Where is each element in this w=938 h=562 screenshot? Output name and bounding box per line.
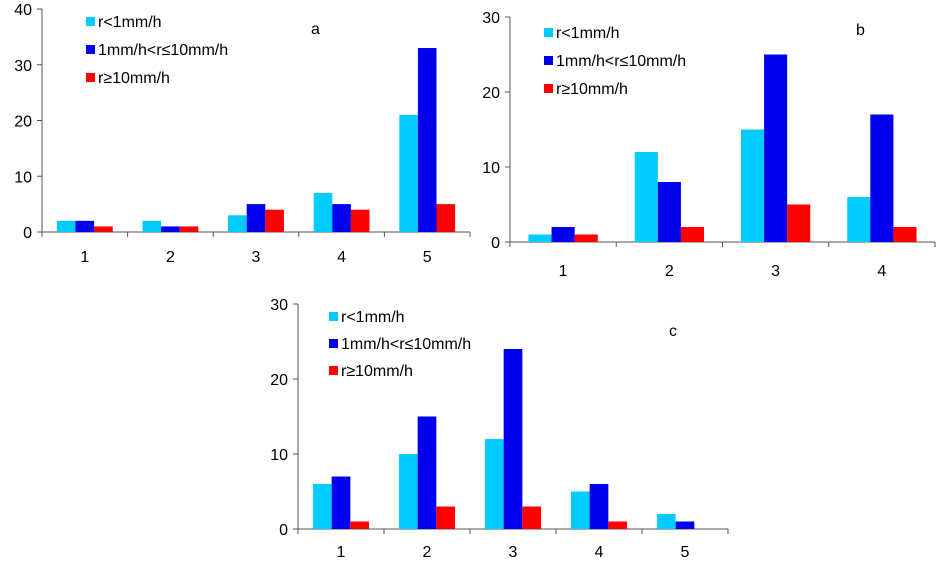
bar-a-cat4-series2 [332, 204, 351, 232]
legend-label-3: r≥10mm/h [556, 81, 628, 98]
x-tick-label: 2 [665, 263, 674, 280]
chart-panel-b: 0 10 20 30 1 2 3 4 r<1mm/h 1mm/h<r≤10mm/h r≥10mm/h… [482, 10, 936, 280]
bar-a-cat3-series2 [246, 204, 266, 232]
bar-b-cat1-series1 [528, 234, 552, 242]
bar-a-cat3-series3 [265, 209, 284, 232]
legend-swatch-1 [329, 312, 338, 321]
bar-b-cat1-series2 [551, 227, 575, 242]
bar-b-cat2-series2 [657, 182, 681, 242]
y-tick-label: 20 [14, 114, 32, 131]
x-tick-label: 1 [80, 249, 89, 266]
chart-panel-c: 0 10 20 30 1 2 3 4 5 r<1mm/h 1mm/h<r≤10mm/h r≥10mm/… [270, 297, 729, 561]
bar-c-cat5-series2 [675, 521, 695, 529]
x-tick-label: 4 [595, 544, 604, 561]
bar-c-cat4-series2 [589, 484, 609, 529]
x-tick-label: 1 [337, 544, 346, 561]
y-tick-label: 10 [482, 160, 500, 177]
x-tick-label: 1 [559, 263, 568, 280]
bar-c-cat2-series1 [398, 454, 418, 529]
bar-a-cat3-series1 [228, 215, 247, 232]
legend-label-3: r≥10mm/h [341, 363, 413, 380]
legend-label-1: r<1mm/h [98, 14, 162, 31]
x-tick-label: 2 [423, 544, 432, 561]
x-tick-label: 4 [877, 263, 886, 280]
bar-a-cat2-series3 [179, 226, 199, 232]
bar-b-cat1-series3 [574, 234, 598, 242]
x-tick-label: 3 [252, 249, 261, 266]
legend-label-3: r≥10mm/h [98, 70, 170, 87]
bar-a-cat1-series3 [94, 226, 113, 232]
legend-label-2: 1mm/h<r≤10mm/h [341, 336, 471, 353]
y-tick-label: 0 [279, 522, 288, 539]
legend-swatch-3 [86, 73, 95, 82]
x-tick-label: 4 [337, 249, 346, 266]
legend-swatch-3 [329, 366, 338, 375]
legend-swatch-1 [86, 17, 95, 26]
y-tick-label: 0 [491, 235, 500, 252]
legend-swatch-1 [544, 28, 553, 37]
y-tick-label: 20 [270, 372, 288, 389]
y-tick-label: 30 [14, 58, 32, 75]
bar-c-cat1-series2 [331, 476, 351, 529]
bar-c-cat1-series1 [312, 484, 332, 529]
bar-b-cat2-series1 [634, 152, 658, 242]
bar-b-cat4-series3 [893, 227, 917, 242]
y-tick-label: 0 [23, 225, 32, 242]
bar-b-cat3-series2 [764, 54, 788, 242]
bar-c-cat2-series3 [436, 506, 456, 529]
legend-swatch-2 [86, 45, 95, 54]
bar-b-cat4-series1 [847, 197, 871, 242]
y-tick-label: 40 [14, 2, 32, 19]
legend-swatch-2 [544, 56, 553, 65]
legend-label-1: r<1mm/h [341, 309, 405, 326]
legend-swatch-3 [544, 84, 553, 93]
y-tick-label: 30 [482, 10, 500, 27]
bar-c-cat3-series3 [522, 506, 542, 529]
bar-b-cat4-series2 [870, 114, 894, 242]
bar-c-cat4-series1 [570, 491, 590, 529]
legend-label-2: 1mm/h<r≤10mm/h [556, 53, 686, 70]
legend-label-2: 1mm/h<r≤10mm/h [98, 42, 228, 59]
x-tick-label: 5 [423, 249, 432, 266]
bar-a-cat5-series2 [417, 48, 437, 233]
bar-a-cat1-series1 [56, 220, 76, 232]
bar-b-cat3-series3 [787, 204, 811, 242]
bar-b-cat3-series1 [740, 129, 765, 242]
y-tick-label: 20 [482, 85, 500, 102]
bar-a-cat5-series3 [436, 204, 456, 232]
bar-c-cat5-series1 [656, 514, 676, 529]
x-tick-label: 5 [681, 544, 690, 561]
y-tick-label: 30 [270, 297, 288, 314]
bar-c-cat4-series3 [608, 521, 628, 529]
x-tick-label: 3 [771, 263, 780, 280]
legend-label-1: r<1mm/h [556, 25, 620, 42]
bar-a-cat2-series1 [142, 220, 162, 232]
chart-panel-a: 0 10 20 30 40 1 2 3 4 5 r<1mm/h 1mm/h<r≤10mm/h r≥10m… [14, 2, 471, 266]
bar-b-cat2-series3 [680, 227, 705, 242]
x-tick-label: 3 [509, 544, 518, 561]
y-tick-label: 10 [14, 169, 32, 186]
bar-a-cat5-series1 [399, 114, 418, 232]
bar-c-cat2-series2 [417, 416, 437, 529]
legend-swatch-2 [329, 339, 338, 348]
bar-c-cat3-series2 [503, 349, 523, 529]
panel-label: b [856, 22, 865, 39]
bar-a-cat1-series2 [75, 220, 95, 232]
panel-label: c [669, 323, 677, 340]
y-tick-label: 10 [270, 447, 288, 464]
bar-c-cat3-series1 [484, 439, 504, 529]
bar-a-cat4-series1 [313, 192, 333, 232]
bar-a-cat4-series3 [350, 209, 370, 232]
panel-label: a [311, 21, 320, 38]
bar-c-cat1-series3 [350, 521, 370, 529]
bar-a-cat2-series2 [161, 226, 180, 232]
x-tick-label: 2 [166, 249, 175, 266]
